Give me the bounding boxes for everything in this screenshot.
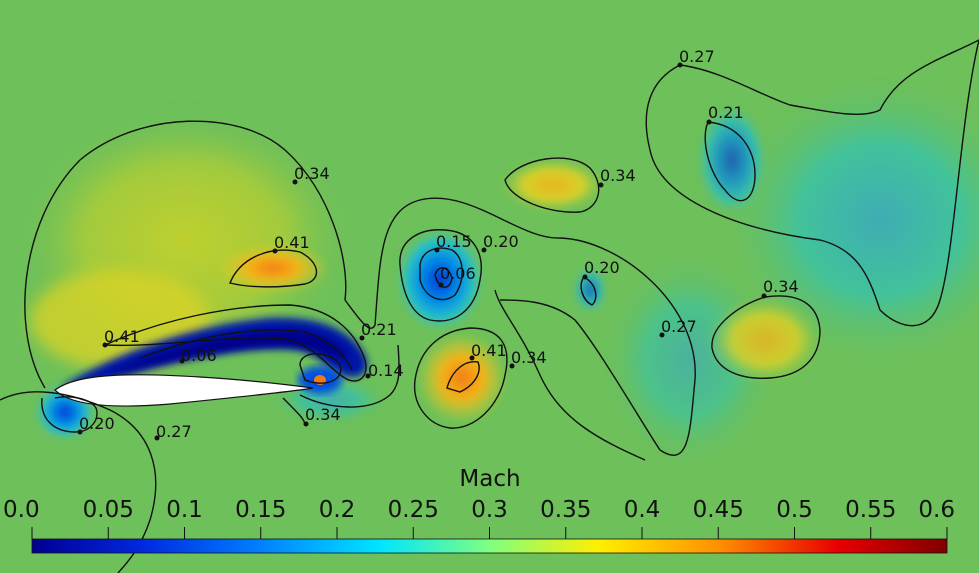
colorbar-tick-label: 0.45: [693, 497, 744, 523]
contour-label: 0.34: [511, 348, 547, 367]
contour-label: 0.41: [104, 327, 140, 346]
contour-labels: 0.34 0.41 0.41 0.06 0.21 0.14 0.20 0.27 …: [79, 47, 799, 441]
contour-label: 0.21: [361, 320, 397, 339]
colorbar-tick-label: 0.3: [471, 497, 508, 523]
field-blue-vortex: [395, 228, 485, 332]
colorbar-tick-label: 0.5: [776, 497, 813, 523]
contour-label: 0.21: [708, 103, 744, 122]
field-yellow-blob-right: [705, 295, 825, 385]
contour-label: 0.27: [156, 422, 192, 441]
contour-label: 0.27: [661, 317, 697, 336]
contour-label: 0.34: [600, 166, 636, 185]
field-blue-right: [697, 105, 767, 215]
colorbar-tick-label: 0.6: [918, 497, 955, 523]
colorbar-title: Mach: [459, 466, 520, 492]
contour-label: 0.20: [584, 258, 620, 277]
airfoil: [54, 374, 314, 407]
field-orange-blob-2: [417, 333, 507, 423]
contour-label: 0.20: [79, 414, 115, 433]
contour-label: 0.20: [483, 232, 519, 251]
colorbar-tick-label: 0.4: [624, 497, 661, 523]
contour-lines: [0, 39, 979, 573]
colorbar-tick-label: 0.0: [3, 497, 40, 523]
colorbar-gradient: [31, 538, 948, 554]
contour-label: 0.15: [436, 232, 472, 251]
colorbar-tick-label: 0.55: [845, 497, 896, 523]
field-orange-blob-1: [218, 244, 328, 292]
contour-label-markers: [77, 62, 767, 441]
colorbar-ticks: 0.0 0.05 0.1 0.15 0.2 0.25 0.3 0.35 0.4 0.45 0.5 0.…: [3, 497, 955, 539]
colorbar-tick-label: 0.35: [540, 497, 591, 523]
field-yellow-blob-top: [498, 157, 608, 213]
contour-label: 0.41: [274, 233, 310, 252]
contour-label: 0.41: [471, 341, 507, 360]
colorbar-tick-label: 0.15: [235, 497, 286, 523]
colorbar: Mach 0.0 0.05 0.1 0.15 0.2 0.25 0.3 0.35 0.4 0.45…: [3, 466, 955, 554]
colorbar-tick-label: 0.2: [319, 497, 356, 523]
colorbar-tick-label: 0.05: [83, 497, 134, 523]
contour-label: 0.34: [763, 277, 799, 296]
colorbar-tick-label: 0.25: [388, 497, 439, 523]
contour-label: 0.06: [181, 346, 217, 365]
contour-label: 0.27: [679, 47, 715, 66]
field-shear-layer-core: [100, 330, 350, 378]
contour-label: 0.06: [440, 264, 476, 283]
colorbar-tick-label: 0.1: [166, 497, 203, 523]
contour-label: 0.34: [294, 164, 330, 183]
contour-label: 0.14: [368, 361, 404, 380]
field-teal-right: [720, 70, 979, 370]
contour-label: 0.34: [305, 405, 341, 424]
